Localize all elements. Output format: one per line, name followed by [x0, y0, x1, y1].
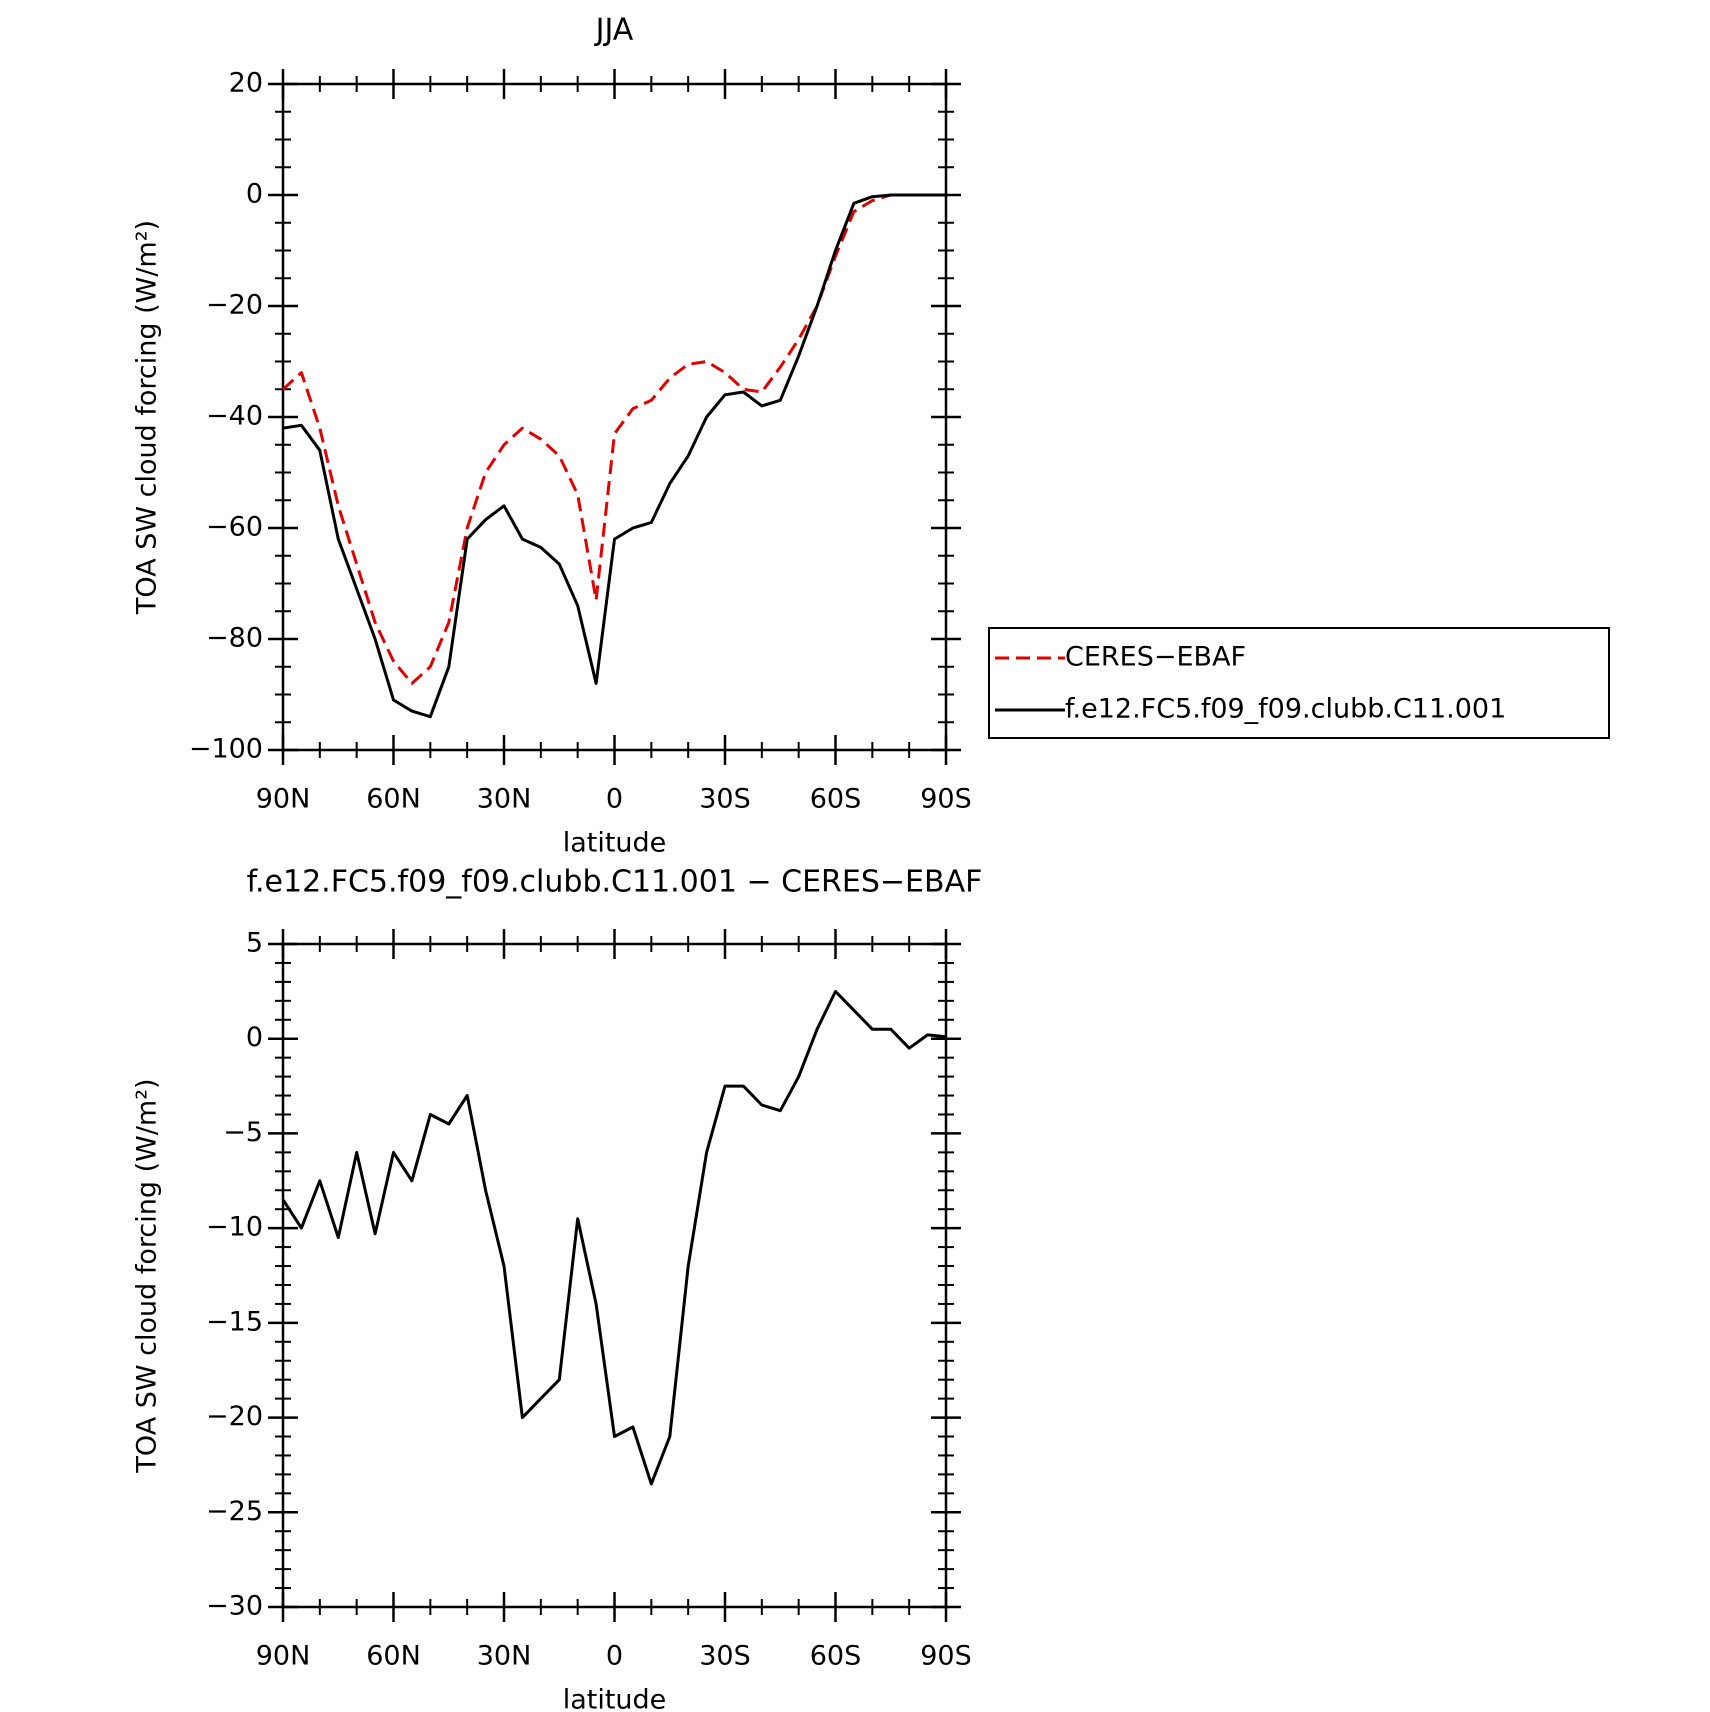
series-line — [281, 989, 947, 1486]
y-tick-label: −20 — [206, 290, 263, 321]
chart-title: f.e12.FC5.f09_f09.clubb.C11.001 − CERES−… — [247, 865, 983, 900]
x-tick-label: 60S — [810, 1641, 862, 1672]
x-tick-label: 0 — [606, 1641, 623, 1672]
x-tick-label: 90S — [920, 784, 972, 815]
y-tick-label: 0 — [246, 179, 263, 210]
y-tick-label: −40 — [206, 401, 263, 432]
x-axis-label: latitude — [563, 1685, 667, 1712]
legend-box — [988, 627, 1610, 739]
x-tick-label: 60N — [366, 784, 421, 815]
y-tick-label: −30 — [206, 1591, 263, 1622]
x-tick-label: 90N — [256, 1641, 311, 1672]
plot-frame — [281, 82, 948, 752]
x-tick-label: 30N — [477, 1641, 532, 1672]
legend-label: CERES−EBAF — [1065, 642, 1246, 673]
x-tick-label: 30S — [699, 1641, 751, 1672]
y-tick-label: −25 — [206, 1496, 263, 1527]
y-tick-label: −100 — [189, 734, 263, 765]
x-tick-label: 90S — [920, 1641, 972, 1672]
chart-title: JJA — [594, 13, 634, 48]
legend-label: f.e12.FC5.f09_f09.clubb.C11.001 — [1065, 694, 1506, 725]
x-tick-label: 90N — [256, 784, 311, 815]
y-tick-label: 0 — [246, 1022, 263, 1053]
y-tick-label: −20 — [206, 1401, 263, 1432]
y-tick-label: 20 — [229, 68, 263, 99]
plot-frame — [281, 942, 948, 1609]
x-tick-label: 60N — [366, 1641, 421, 1672]
x-tick-label: 30N — [477, 784, 532, 815]
series-line — [282, 193, 946, 719]
y-tick-label: −60 — [206, 512, 263, 543]
y-tick-label: −5 — [223, 1117, 263, 1148]
x-tick-label: 0 — [606, 784, 623, 815]
x-tick-label: 30S — [699, 784, 751, 815]
y-tick-label: −15 — [206, 1306, 263, 1337]
y-tick-label: 5 — [246, 928, 263, 959]
y-tick-label: −10 — [206, 1212, 263, 1243]
x-axis-label: latitude — [563, 828, 667, 859]
series-line — [281, 193, 946, 685]
y-axis-label: TOA SW cloud forcing (W/m²) — [132, 220, 163, 615]
y-axis-label: TOA SW cloud forcing (W/m²) — [132, 1078, 163, 1473]
x-tick-label: 60S — [810, 784, 862, 815]
y-tick-label: −80 — [206, 623, 263, 654]
